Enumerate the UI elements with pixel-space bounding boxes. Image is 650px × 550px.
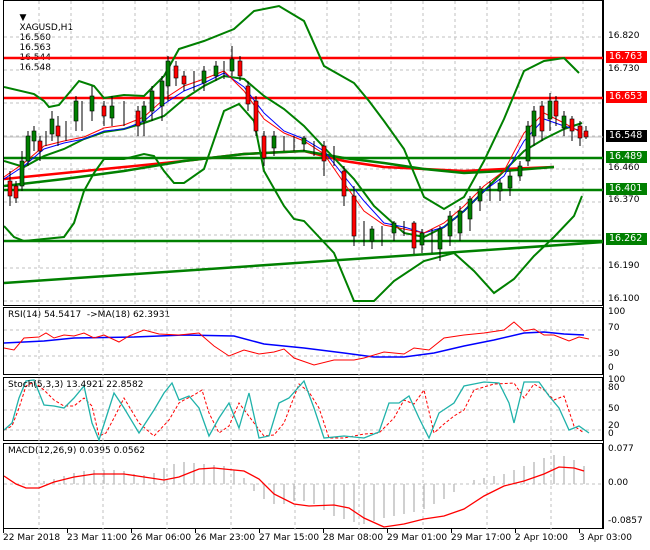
stochastic-panel[interactable]: Stoch(5,3,3) 13.4921 22.8582 [3, 377, 604, 442]
stochastic-plot [4, 378, 604, 442]
price-plot [4, 1, 604, 307]
time-label: 29 Mar 17:00 [451, 533, 512, 543]
stoch-tick: 100 [608, 375, 626, 385]
rsi-line [4, 321, 590, 366]
open-value: 16.560 [19, 33, 51, 43]
stoch-tick: 50 [608, 404, 620, 414]
stoch-main-line [4, 379, 590, 442]
price-tick: 16.460 [608, 163, 640, 173]
bollinger-middle [4, 74, 583, 239]
time-tick [451, 528, 452, 533]
high-value: 16.563 [19, 43, 51, 53]
macd-signal-line [4, 466, 585, 528]
macd-tick: 0.077 [608, 444, 634, 454]
close-value: 16.548 [19, 63, 51, 73]
rsi-ma-line [4, 331, 585, 358]
bollinger-lower [4, 102, 583, 302]
price-tick: 16.370 [608, 195, 640, 205]
macd-tick: 0.00 [608, 478, 629, 488]
level-label-support: 16.401 [606, 183, 647, 195]
time-tick [259, 528, 260, 533]
price-chart-panel[interactable]: ▼ XAGUSD,H1 16.560 16.563 16.544 16.548 [3, 0, 604, 307]
level-label-support: 16.262 [606, 233, 647, 245]
macd-histogram [43, 455, 585, 524]
time-tick [323, 528, 324, 533]
price-axis-line [603, 0, 604, 529]
triangle-down-icon[interactable]: ▼ [19, 13, 27, 23]
time-tick [515, 528, 516, 533]
time-label: 3 Apr 03:00 [579, 533, 632, 543]
rsi-title: RSI(14) 54.5417 ->MA(18) 62.3931 [8, 310, 171, 320]
stoch-title: Stoch(5,3,3) 13.4921 22.8582 [8, 380, 144, 390]
macd-tick: -0.0857 [608, 516, 643, 526]
time-label: 28 Mar 08:00 [323, 533, 384, 543]
time-label: 23 Mar 11:00 [67, 533, 128, 543]
time-tick [195, 528, 196, 533]
time-tick [579, 528, 580, 533]
time-label: 26 Mar 23:00 [195, 533, 256, 543]
level-label-resistance: 16.653 [606, 91, 647, 103]
bollinger-upper [4, 4, 580, 211]
time-label: 27 Mar 15:00 [259, 533, 320, 543]
macd-plot [4, 444, 604, 530]
time-label: 26 Mar 06:00 [131, 533, 192, 543]
stoch-signal-line [4, 381, 585, 439]
candlesticks [7, 46, 589, 261]
rsi-tick: 0 [608, 363, 614, 373]
price-tick: 16.820 [608, 31, 640, 41]
level-label-support: 16.489 [606, 151, 647, 163]
price-tick: 16.190 [608, 261, 640, 271]
macd-title: MACD(12,26,9) 0.0395 0.0562 [8, 446, 146, 456]
macd-panel[interactable]: MACD(12,26,9) 0.0395 0.0562 [3, 443, 604, 530]
time-label: 2 Apr 10:00 [515, 533, 568, 543]
ma-fast-blue [4, 72, 583, 234]
support-resistance-levels [4, 56, 604, 285]
stoch-tick: 80 [608, 383, 620, 393]
current-price-label: 16.548 [606, 130, 647, 142]
ma-slow-green [4, 149, 555, 188]
price-tick: 16.730 [608, 64, 640, 74]
time-tick [387, 528, 388, 533]
level-label-resistance: 16.763 [606, 51, 647, 63]
rsi-panel[interactable]: RSI(14) 54.5417 ->MA(18) 62.3931 [3, 307, 604, 376]
rsi-tick: 70 [608, 323, 620, 333]
time-tick [3, 528, 4, 533]
time-label: 22 Mar 2018 [3, 533, 61, 543]
time-tick [67, 528, 68, 533]
stoch-tick: 0 [608, 429, 614, 439]
rsi-plot [4, 308, 604, 376]
symbol-label: XAGUSD,H1 [19, 23, 74, 33]
price-tick: 16.100 [608, 294, 640, 304]
rsi-tick: 100 [608, 307, 626, 317]
stoch-tick: 20 [608, 421, 620, 431]
time-label: 29 Mar 01:00 [387, 533, 448, 543]
grid [4, 1, 604, 307]
rsi-tick: 30 [608, 349, 620, 359]
time-tick [131, 528, 132, 533]
